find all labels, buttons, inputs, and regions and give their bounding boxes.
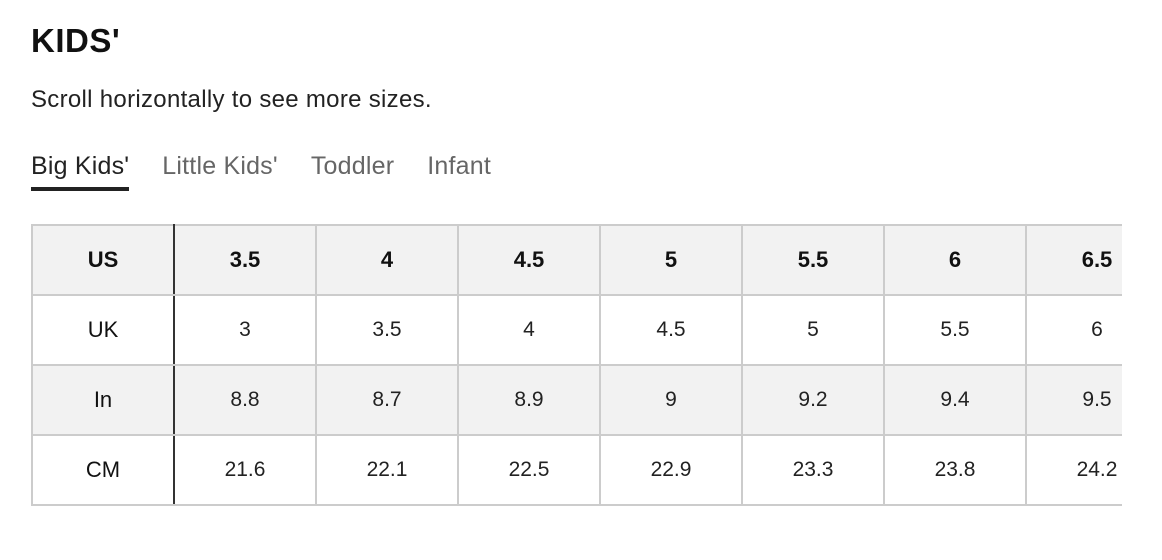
tab-infant[interactable]: Infant [427, 152, 492, 180]
size-cell: 9.4 [883, 364, 1027, 436]
size-cell: 24.2 [1025, 434, 1122, 506]
row-header: US [31, 224, 175, 296]
tab-big-kids[interactable]: Big Kids' [31, 152, 130, 191]
scroll-hint: Scroll horizontally to see more sizes. [31, 86, 432, 113]
page-title: KIDS' [31, 22, 121, 59]
size-cell: 5.5 [741, 224, 885, 296]
size-cell: 8.9 [457, 364, 601, 436]
size-cell: 22.9 [599, 434, 743, 506]
table-row-cm: CM 21.6 22.1 22.5 22.9 23.3 23.8 24.2 [31, 434, 1122, 506]
size-cell: 3.5 [173, 224, 317, 296]
table-row-uk: UK 3 3.5 4 4.5 5 5.5 6 [31, 294, 1122, 366]
size-cell: 6 [883, 224, 1027, 296]
size-cell: 4 [315, 224, 459, 296]
size-cell: 23.3 [741, 434, 885, 506]
size-table: US 3.5 4 4.5 5 5.5 6 6.5 UK 3 3.5 4 4.5 5 5.5 6 In 8.8 8.7… [31, 224, 1122, 506]
row-header: In [31, 364, 175, 436]
size-cell: 22.5 [457, 434, 601, 506]
table-row-us: US 3.5 4 4.5 5 5.5 6 6.5 [31, 224, 1122, 296]
size-cell: 8.8 [173, 364, 317, 436]
size-cell: 9.2 [741, 364, 885, 436]
size-tabs: Big Kids' Little Kids' Toddler Infant [31, 152, 491, 191]
size-cell: 8.7 [315, 364, 459, 436]
size-cell: 6 [1025, 294, 1122, 366]
size-cell: 4.5 [599, 294, 743, 366]
size-cell: 9.5 [1025, 364, 1122, 436]
size-cell: 3 [173, 294, 317, 366]
size-cell: 5 [599, 224, 743, 296]
row-header: UK [31, 294, 175, 366]
size-cell: 9 [599, 364, 743, 436]
size-cell: 4.5 [457, 224, 601, 296]
size-cell: 4 [457, 294, 601, 366]
size-cell: 21.6 [173, 434, 317, 506]
size-cell: 6.5 [1025, 224, 1122, 296]
size-cell: 22.1 [315, 434, 459, 506]
size-cell: 23.8 [883, 434, 1027, 506]
size-cell: 5 [741, 294, 885, 366]
size-cell: 3.5 [315, 294, 459, 366]
tab-toddler[interactable]: Toddler [310, 152, 395, 180]
size-table-scroller[interactable]: US 3.5 4 4.5 5 5.5 6 6.5 UK 3 3.5 4 4.5 5 5.5 6 In 8.8 8.7… [31, 224, 1122, 506]
size-cell: 5.5 [883, 294, 1027, 366]
row-header: CM [31, 434, 175, 506]
tab-little-kids[interactable]: Little Kids' [162, 152, 278, 180]
table-row-in: In 8.8 8.7 8.9 9 9.2 9.4 9.5 [31, 364, 1122, 436]
